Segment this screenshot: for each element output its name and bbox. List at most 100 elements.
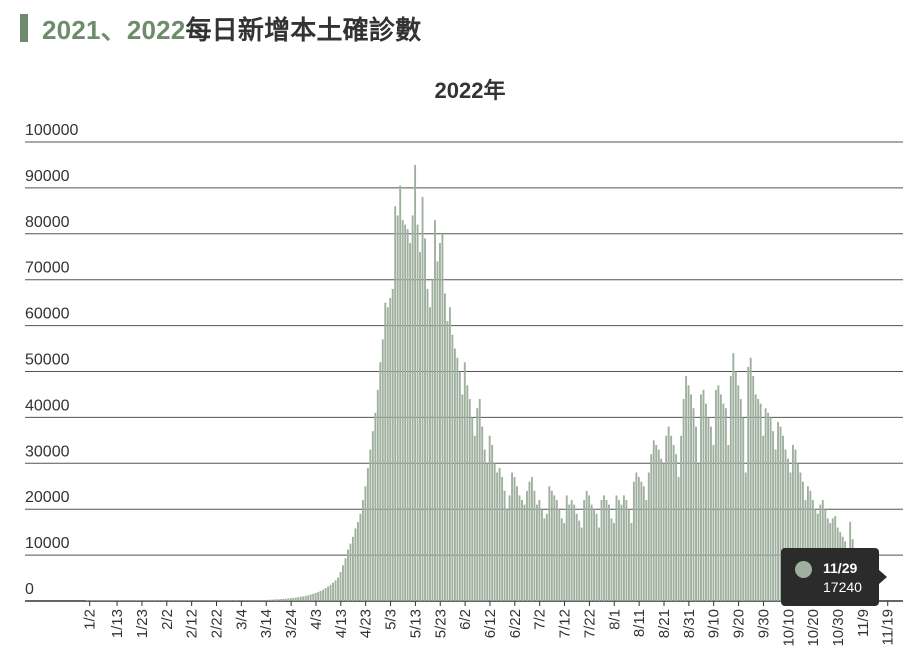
- bar[interactable]: [215, 600, 218, 601]
- bar[interactable]: [158, 600, 160, 601]
- bar[interactable]: [414, 164, 417, 601]
- bar[interactable]: [391, 288, 394, 601]
- bar[interactable]: [384, 302, 387, 601]
- bar[interactable]: [553, 495, 556, 601]
- bar[interactable]: [558, 509, 561, 601]
- bar[interactable]: [354, 528, 357, 601]
- bar[interactable]: [508, 495, 511, 601]
- bar[interactable]: [521, 500, 523, 601]
- bar[interactable]: [212, 600, 215, 601]
- bar[interactable]: [630, 522, 633, 601]
- bar[interactable]: [302, 596, 305, 601]
- bar[interactable]: [374, 412, 377, 601]
- bar[interactable]: [113, 600, 116, 601]
- bar[interactable]: [349, 543, 352, 602]
- bar[interactable]: [583, 500, 586, 601]
- bar[interactable]: [687, 385, 690, 601]
- bar[interactable]: [386, 307, 389, 601]
- bar[interactable]: [573, 504, 576, 601]
- bar[interactable]: [610, 518, 613, 601]
- bar[interactable]: [187, 600, 190, 601]
- bar[interactable]: [483, 449, 486, 601]
- bar[interactable]: [394, 206, 397, 601]
- bar[interactable]: [501, 477, 504, 601]
- bar[interactable]: [170, 600, 173, 601]
- bar[interactable]: [777, 421, 779, 601]
- bar[interactable]: [269, 599, 272, 601]
- bar[interactable]: [685, 376, 688, 601]
- bar[interactable]: [416, 224, 419, 601]
- bar[interactable]: [379, 362, 382, 601]
- bar[interactable]: [806, 486, 809, 601]
- bar[interactable]: [319, 590, 322, 601]
- bar[interactable]: [108, 600, 111, 601]
- bar[interactable]: [103, 600, 106, 601]
- bar[interactable]: [247, 600, 250, 601]
- bar[interactable]: [503, 490, 506, 601]
- bar[interactable]: [207, 600, 210, 601]
- bar[interactable]: [314, 592, 317, 601]
- bar[interactable]: [580, 527, 583, 601]
- bar[interactable]: [575, 513, 578, 601]
- bar[interactable]: [600, 500, 603, 601]
- bar[interactable]: [655, 444, 658, 601]
- bar[interactable]: [453, 348, 456, 601]
- bar[interactable]: [752, 376, 755, 601]
- bar[interactable]: [548, 486, 551, 601]
- bar[interactable]: [784, 449, 787, 601]
- bar[interactable]: [205, 600, 208, 601]
- bar[interactable]: [739, 399, 742, 601]
- bar[interactable]: [645, 500, 648, 601]
- bar[interactable]: [88, 600, 91, 601]
- bar[interactable]: [304, 595, 307, 601]
- bar[interactable]: [202, 600, 205, 601]
- bar[interactable]: [702, 389, 705, 601]
- bar[interactable]: [647, 472, 650, 601]
- bar[interactable]: [627, 509, 630, 601]
- bar[interactable]: [210, 600, 213, 601]
- bar[interactable]: [491, 444, 494, 601]
- bar[interactable]: [389, 298, 392, 601]
- bar[interactable]: [148, 600, 151, 601]
- bar[interactable]: [337, 577, 339, 601]
- bar[interactable]: [217, 600, 220, 601]
- bar[interactable]: [779, 426, 782, 601]
- bar[interactable]: [498, 467, 501, 601]
- bar[interactable]: [327, 586, 330, 601]
- bar[interactable]: [682, 399, 685, 601]
- bar[interactable]: [115, 600, 118, 601]
- bar[interactable]: [724, 408, 727, 601]
- bar[interactable]: [294, 597, 297, 601]
- bar[interactable]: [173, 600, 175, 601]
- bar[interactable]: [434, 220, 436, 601]
- bar[interactable]: [361, 500, 364, 601]
- bar[interactable]: [744, 472, 747, 601]
- bar[interactable]: [774, 449, 777, 601]
- bar[interactable]: [411, 215, 414, 601]
- bar[interactable]: [332, 582, 334, 601]
- bar[interactable]: [794, 449, 797, 601]
- bar[interactable]: [560, 518, 563, 601]
- bar[interactable]: [565, 495, 568, 601]
- bar[interactable]: [578, 520, 581, 601]
- bar[interactable]: [657, 449, 660, 601]
- bar[interactable]: [603, 495, 605, 601]
- bar[interactable]: [135, 600, 138, 601]
- bar[interactable]: [468, 399, 471, 601]
- bar[interactable]: [767, 412, 770, 601]
- bar[interactable]: [222, 600, 225, 601]
- bar[interactable]: [272, 599, 275, 601]
- bar[interactable]: [297, 597, 300, 601]
- bar[interactable]: [590, 504, 593, 601]
- bar[interactable]: [177, 600, 180, 601]
- bar[interactable]: [133, 600, 136, 601]
- bar[interactable]: [618, 500, 620, 601]
- bar[interactable]: [488, 435, 491, 601]
- bar[interactable]: [737, 385, 740, 601]
- bar[interactable]: [426, 288, 429, 601]
- bar[interactable]: [478, 399, 481, 601]
- bar[interactable]: [747, 366, 750, 601]
- bar[interactable]: [356, 522, 359, 601]
- bar[interactable]: [366, 467, 369, 601]
- bar[interactable]: [757, 399, 760, 601]
